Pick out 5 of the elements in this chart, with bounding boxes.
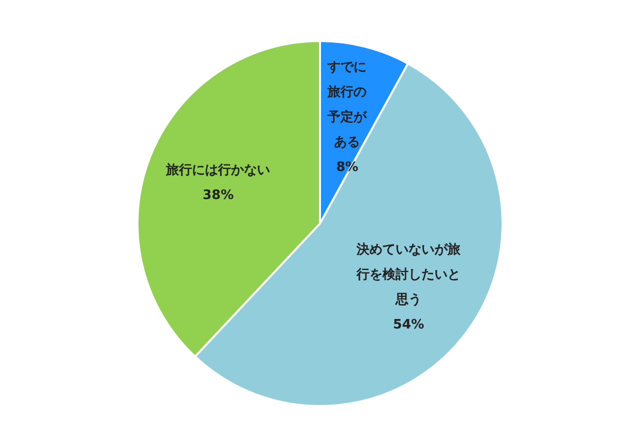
- data-label: 54%: [393, 318, 424, 333]
- slice-label: すでに旅行の予定がある: [326, 60, 368, 150]
- slice-label: 旅行には行かない: [165, 162, 270, 178]
- data-label: 38%: [202, 188, 234, 204]
- slice-label: 決めていないが旅行を検討したいと思う: [356, 242, 462, 308]
